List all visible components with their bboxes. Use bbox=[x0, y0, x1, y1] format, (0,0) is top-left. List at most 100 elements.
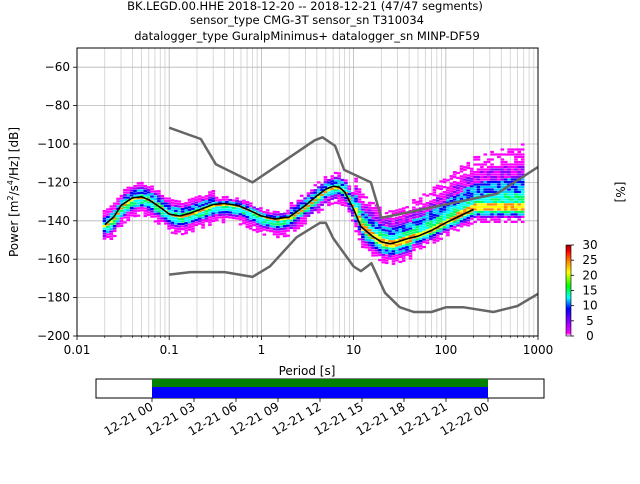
psd-cell bbox=[157, 207, 161, 210]
psd-cell bbox=[303, 219, 307, 222]
psd-cell bbox=[432, 221, 437, 224]
psd-cell bbox=[391, 227, 396, 230]
psd-cell bbox=[490, 185, 494, 189]
psd-cell bbox=[490, 170, 494, 174]
psd-cell bbox=[463, 193, 467, 196]
psd-cell bbox=[367, 249, 372, 252]
psd-cell bbox=[429, 200, 433, 203]
y-tick-label: −100 bbox=[37, 137, 70, 151]
psd-cell bbox=[486, 188, 491, 191]
y-tick-label: −180 bbox=[37, 291, 70, 305]
psd-cell bbox=[497, 208, 501, 211]
psd-cell bbox=[119, 207, 124, 210]
psd-cell bbox=[514, 203, 518, 206]
psd-cell bbox=[490, 153, 494, 156]
psd-cell bbox=[354, 220, 358, 223]
psd-cell bbox=[490, 173, 494, 176]
psd-cell bbox=[157, 190, 161, 193]
psd-cell bbox=[129, 194, 134, 197]
psd-cell bbox=[180, 228, 185, 231]
psd-cell bbox=[123, 198, 127, 201]
psd-cell bbox=[500, 175, 505, 179]
psd-cell bbox=[500, 190, 505, 193]
psd-cell bbox=[432, 208, 437, 212]
psd-cell bbox=[510, 205, 515, 208]
psd-cell bbox=[136, 202, 141, 205]
psd-cell bbox=[140, 209, 144, 212]
psd-cell bbox=[259, 224, 263, 227]
psd-cell bbox=[442, 215, 447, 219]
psd-cell bbox=[442, 201, 447, 204]
psd-cell bbox=[425, 241, 430, 245]
psd-cell bbox=[167, 215, 171, 218]
psd-cell bbox=[422, 238, 426, 241]
psd-cell bbox=[432, 236, 437, 239]
psd-cell bbox=[269, 225, 273, 228]
psd-cell bbox=[177, 202, 182, 206]
psd-cell bbox=[320, 193, 324, 196]
psd-cell bbox=[367, 246, 372, 249]
psd-cell bbox=[289, 217, 294, 220]
psd-cell bbox=[395, 226, 399, 229]
psd-cell bbox=[476, 208, 481, 211]
psd-cell bbox=[367, 221, 372, 224]
psd-cell bbox=[408, 217, 413, 220]
psd-cell bbox=[429, 210, 433, 213]
psd-cell bbox=[374, 206, 379, 210]
psd-cell bbox=[170, 204, 175, 207]
psd-cell bbox=[187, 216, 192, 219]
psd-cell bbox=[442, 230, 447, 234]
psd-cell bbox=[350, 192, 355, 195]
new-low-noise-model bbox=[169, 221, 538, 314]
psd-cell bbox=[367, 234, 372, 237]
psd-cell bbox=[323, 176, 328, 179]
psd-cell bbox=[262, 213, 267, 216]
psd-cell bbox=[133, 200, 137, 203]
psd-cell bbox=[391, 212, 396, 215]
psd-cell bbox=[316, 191, 321, 194]
psd-cell bbox=[442, 220, 447, 224]
psd-cell bbox=[469, 192, 474, 195]
psd-cell bbox=[503, 173, 508, 176]
psd-cell bbox=[255, 230, 260, 233]
psd-cell bbox=[242, 202, 246, 205]
psd-cell bbox=[361, 213, 365, 216]
psd-cell bbox=[439, 210, 443, 213]
psd-cell bbox=[354, 177, 358, 180]
psd-cell bbox=[367, 219, 372, 222]
psd-cell bbox=[429, 223, 433, 226]
psd-cell bbox=[507, 165, 511, 169]
psd-cell bbox=[350, 204, 355, 207]
psd-cell bbox=[476, 215, 481, 218]
psd-cell bbox=[514, 170, 518, 174]
psd-cell bbox=[194, 213, 199, 217]
psd-cell bbox=[140, 184, 144, 187]
psd-cell bbox=[384, 249, 389, 252]
psd-cell bbox=[493, 203, 498, 206]
psd-cell bbox=[384, 254, 389, 257]
psd-cell bbox=[293, 222, 297, 225]
psd-cell bbox=[446, 179, 450, 182]
psd-cell bbox=[503, 170, 508, 174]
psd-cell bbox=[466, 209, 471, 212]
psd-cell bbox=[520, 198, 525, 201]
psd-cell bbox=[272, 233, 277, 236]
psd-cell bbox=[486, 200, 491, 203]
psd-cell bbox=[350, 214, 355, 217]
psd-cell bbox=[194, 216, 199, 219]
psd-cell bbox=[517, 208, 522, 211]
psd-cell bbox=[276, 223, 280, 226]
psd-cell bbox=[255, 220, 260, 223]
psd-cell bbox=[401, 214, 406, 217]
psd-cell bbox=[497, 173, 501, 176]
psd-cell bbox=[456, 219, 460, 222]
psd-cell bbox=[133, 215, 137, 218]
psd-cell bbox=[187, 213, 192, 216]
psd-cell bbox=[313, 189, 318, 192]
psd-cell bbox=[425, 224, 430, 227]
psd-cell bbox=[262, 221, 267, 224]
psd-cell bbox=[483, 175, 488, 179]
psd-cell bbox=[469, 170, 474, 173]
psd-cell bbox=[507, 173, 511, 176]
psd-cell bbox=[395, 224, 399, 227]
